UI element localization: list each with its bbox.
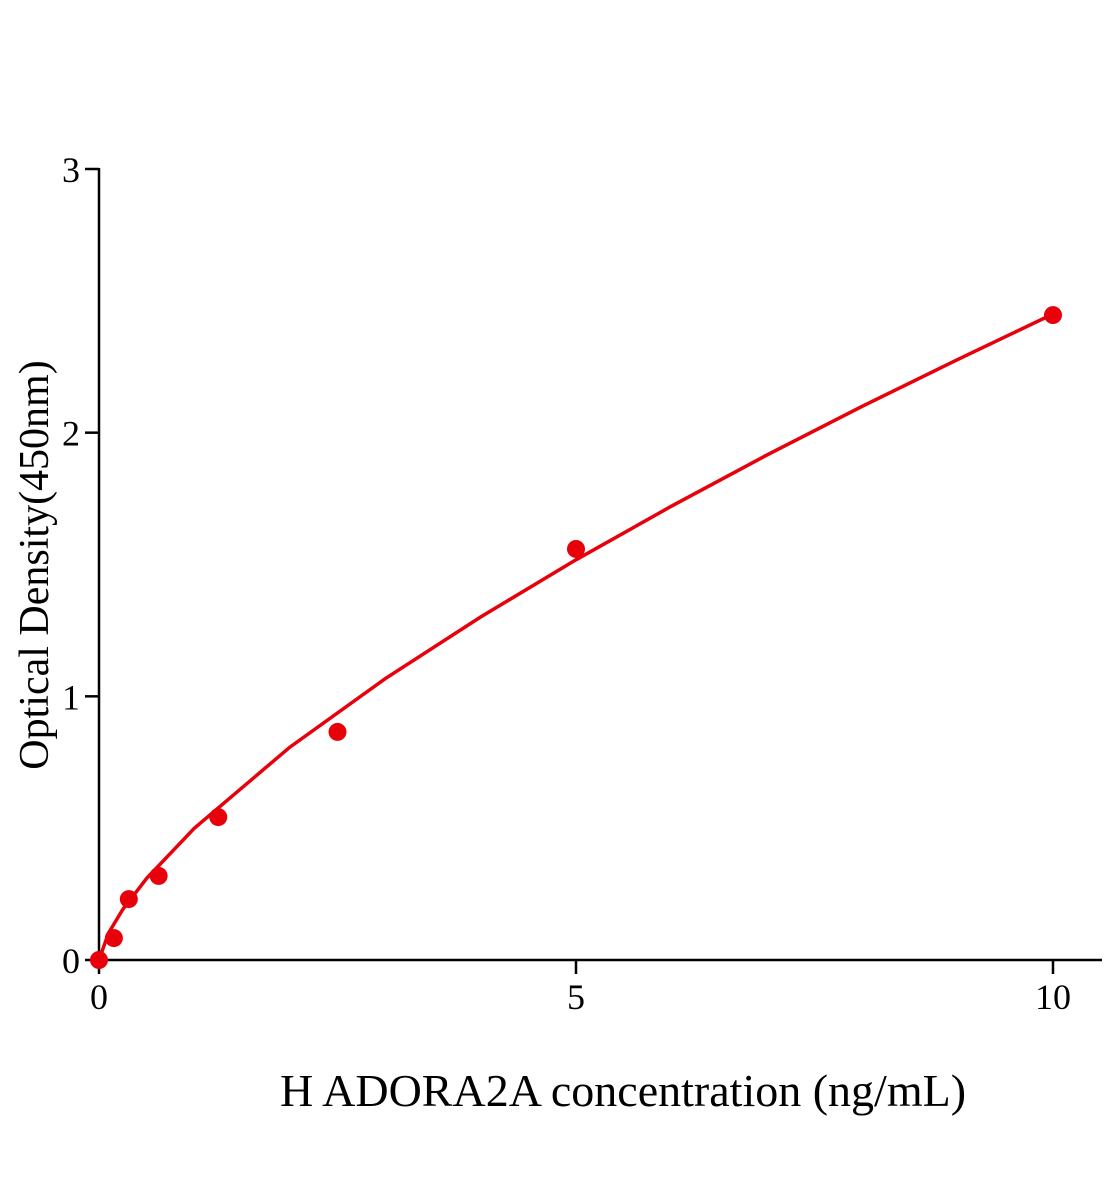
x-tick-label: 0 (90, 977, 108, 1017)
y-axis-label: Optical Density(450nm) (12, 360, 58, 769)
data-point (149, 866, 168, 885)
x-tick-label: 5 (567, 977, 585, 1017)
data-point (567, 539, 585, 558)
axes (97, 168, 1102, 962)
y-tick-label: 1 (62, 677, 80, 717)
x-axis-label: H ADORA2A concentration (ng/mL) (280, 1065, 966, 1116)
data-point (104, 929, 123, 948)
x-tick-label: 10 (1035, 977, 1071, 1017)
y-tick-label: 3 (62, 150, 80, 190)
y-tick-label: 0 (62, 941, 80, 981)
fit-curve (97, 312, 1054, 961)
y-tick-label: 2 (62, 414, 80, 454)
data-point (119, 890, 138, 909)
data-point (90, 951, 108, 969)
data-point (209, 808, 228, 827)
data-point (328, 722, 347, 741)
data-point (1044, 306, 1062, 325)
